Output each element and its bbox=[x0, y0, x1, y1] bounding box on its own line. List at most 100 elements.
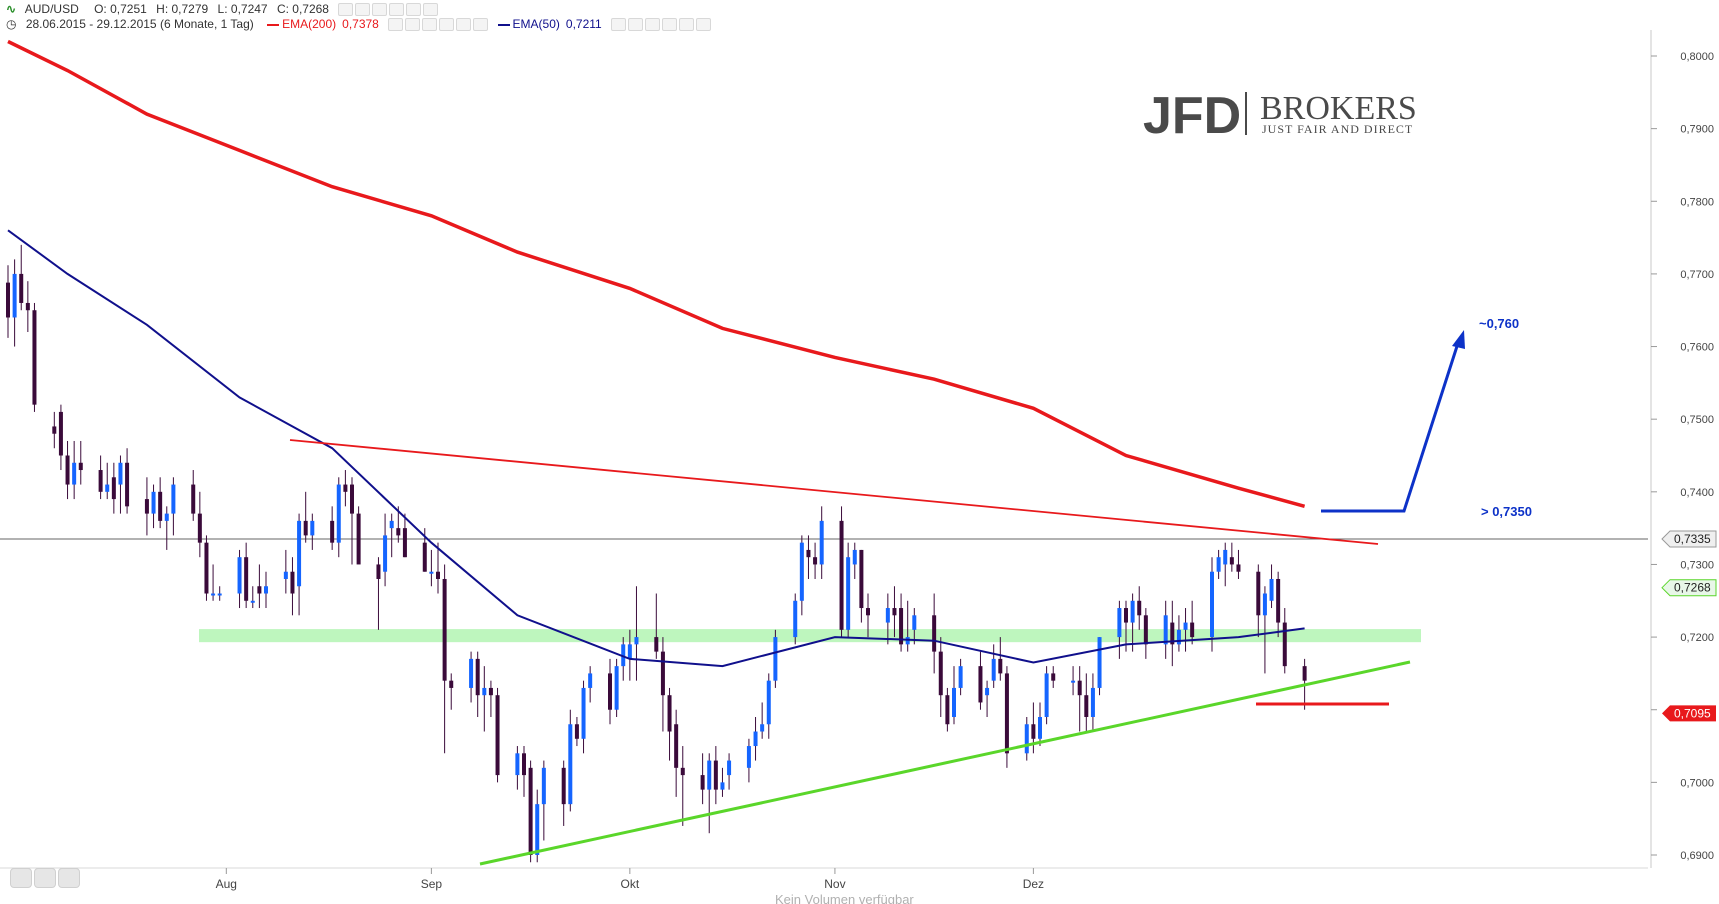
zoom-reset-button[interactable] bbox=[34, 868, 56, 888]
candle bbox=[482, 666, 487, 732]
candle bbox=[899, 593, 904, 652]
candle bbox=[204, 535, 209, 601]
chart-icon: ∿ bbox=[6, 2, 17, 16]
candle bbox=[700, 753, 705, 805]
candle-body bbox=[204, 542, 209, 594]
ema200-up-button[interactable] bbox=[422, 18, 438, 32]
y-tick-label: 0,7800 bbox=[1680, 196, 1714, 208]
candle bbox=[614, 658, 619, 717]
candle bbox=[528, 760, 533, 863]
candle bbox=[621, 637, 626, 681]
ema200-label[interactable]: EMA(200) bbox=[282, 17, 337, 31]
candle bbox=[158, 477, 163, 529]
zoom-out-button[interactable] bbox=[10, 868, 32, 888]
last-close-tag-text: 0,7335 bbox=[1674, 532, 1711, 546]
candle bbox=[429, 549, 434, 587]
candle bbox=[436, 542, 440, 594]
candle bbox=[806, 535, 811, 579]
ema50-down-button[interactable] bbox=[662, 18, 678, 32]
candle-body bbox=[376, 564, 381, 579]
candle-body bbox=[237, 557, 242, 594]
candle-body bbox=[105, 484, 110, 492]
candle-body bbox=[713, 760, 718, 790]
candle-body bbox=[528, 767, 533, 855]
candle bbox=[171, 477, 176, 536]
candle bbox=[660, 637, 665, 732]
candle bbox=[568, 709, 573, 812]
candle-body bbox=[1269, 578, 1274, 601]
ema200-close-button[interactable] bbox=[473, 18, 489, 32]
candle bbox=[343, 470, 348, 507]
candle-body bbox=[197, 513, 202, 543]
candle bbox=[760, 702, 765, 739]
breakout-arrow-path bbox=[1321, 339, 1461, 513]
zoom-in-button[interactable] bbox=[58, 868, 80, 888]
candle bbox=[402, 513, 407, 558]
ema200-add-button[interactable] bbox=[456, 18, 472, 32]
ema50-close-button[interactable] bbox=[696, 18, 712, 32]
candle bbox=[1051, 666, 1056, 688]
ema200-edit-button[interactable] bbox=[405, 18, 421, 32]
candle bbox=[885, 593, 890, 645]
resistance-trendline bbox=[289, 439, 1379, 545]
candle-body bbox=[1143, 615, 1148, 645]
candle bbox=[1210, 557, 1214, 652]
candle bbox=[1090, 673, 1095, 732]
candle-body bbox=[1262, 593, 1267, 616]
candle-body bbox=[1038, 716, 1042, 739]
candle-body bbox=[522, 753, 526, 776]
ema50-add-button[interactable] bbox=[679, 18, 695, 32]
ema200-down-button[interactable] bbox=[439, 18, 455, 32]
toolbar-edit-button[interactable] bbox=[355, 3, 371, 17]
ema50-up-button[interactable] bbox=[645, 18, 661, 32]
candle-body bbox=[217, 593, 222, 596]
clock-icon: ◷ bbox=[6, 17, 17, 31]
candle-body bbox=[1024, 724, 1029, 754]
toolbar-add-button[interactable] bbox=[406, 3, 422, 17]
candle-body bbox=[958, 666, 963, 688]
candle-body bbox=[859, 549, 864, 609]
candle bbox=[58, 404, 63, 471]
candle-body bbox=[1124, 608, 1128, 623]
ema50-settings-button[interactable] bbox=[611, 18, 627, 32]
candle-body bbox=[1163, 615, 1168, 645]
candle bbox=[958, 658, 963, 696]
candle bbox=[1143, 608, 1148, 659]
candle bbox=[1190, 600, 1195, 645]
toolbar-down-button[interactable] bbox=[389, 3, 405, 17]
candle-body bbox=[429, 571, 434, 574]
candle-body bbox=[164, 513, 169, 521]
toolbar-up-button[interactable] bbox=[372, 3, 388, 17]
stop-price-tag: 0,7095 bbox=[1662, 705, 1716, 722]
candle-body bbox=[720, 782, 725, 790]
ema50-label[interactable]: EMA(50) bbox=[512, 17, 560, 31]
logo-brand: BROKERS bbox=[1260, 90, 1417, 127]
candle bbox=[766, 673, 771, 739]
candle bbox=[191, 470, 196, 521]
candle bbox=[746, 738, 751, 783]
ema200-settings-button[interactable] bbox=[388, 18, 404, 32]
toolbar-settings-button[interactable] bbox=[338, 3, 354, 17]
toolbar-close-button[interactable] bbox=[423, 3, 439, 17]
candle bbox=[217, 586, 222, 601]
candle-body bbox=[469, 658, 474, 688]
candle bbox=[144, 477, 149, 536]
candle bbox=[111, 462, 116, 514]
ema200-line bbox=[7, 39, 1306, 508]
candle bbox=[310, 513, 315, 550]
candle bbox=[65, 440, 70, 500]
y-tick-label: 0,8000 bbox=[1680, 51, 1714, 63]
ema50-edit-button[interactable] bbox=[628, 18, 644, 32]
x-tick-label: Dez bbox=[1023, 877, 1044, 891]
symbol-label[interactable]: AUD/USD bbox=[24, 2, 79, 16]
candle bbox=[627, 629, 632, 681]
candle bbox=[197, 491, 202, 558]
candle bbox=[19, 244, 24, 311]
candle bbox=[978, 651, 983, 710]
candle-body bbox=[813, 557, 818, 565]
candle-body bbox=[541, 767, 546, 805]
candle-body bbox=[899, 608, 904, 645]
candle bbox=[991, 644, 996, 688]
candle bbox=[938, 637, 943, 717]
